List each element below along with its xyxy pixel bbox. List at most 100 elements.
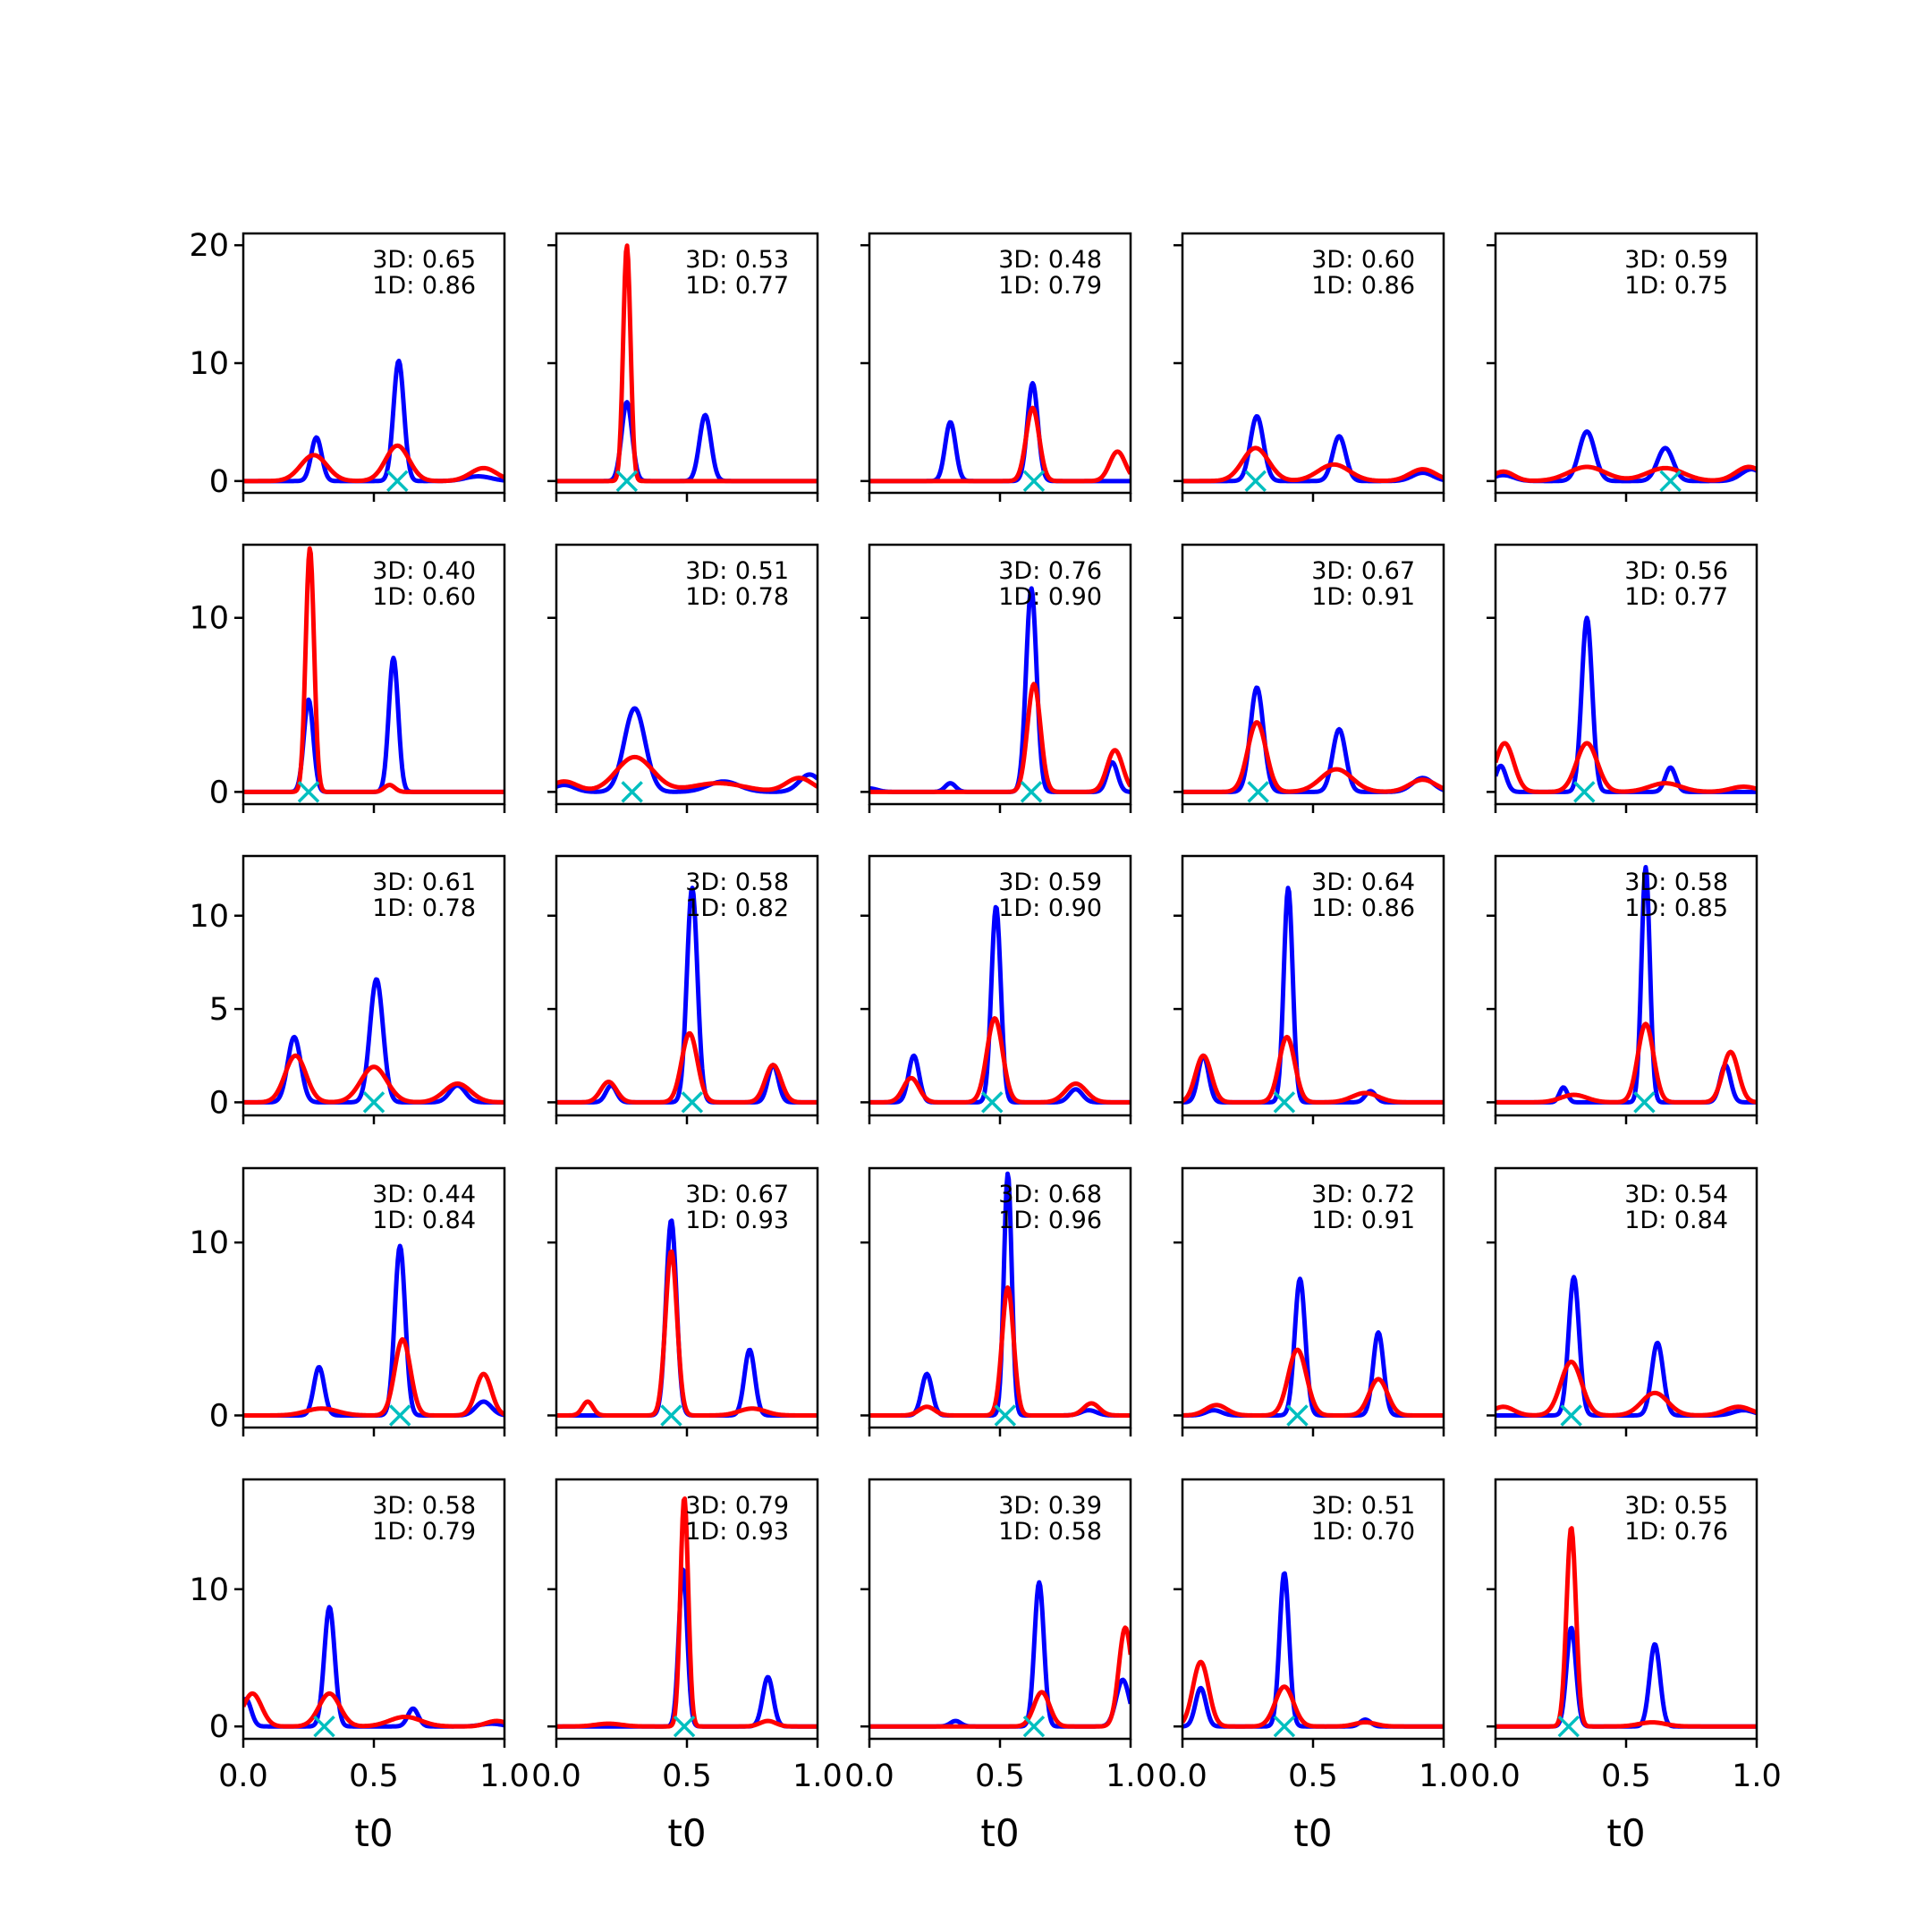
red-series-line bbox=[556, 1030, 818, 1105]
plot-area bbox=[556, 243, 818, 493]
annotation-3d: 3D: 0.51 bbox=[1311, 1492, 1415, 1520]
x-tick-label: 0.0 bbox=[531, 1758, 581, 1794]
x-marker bbox=[386, 470, 409, 493]
red-series-line bbox=[243, 1337, 504, 1418]
annotation-1d: 1D: 0.96 bbox=[998, 1207, 1102, 1234]
plot-area bbox=[1496, 1275, 1757, 1427]
x-axis-label: t0 bbox=[1606, 1811, 1645, 1855]
red-series-line bbox=[556, 243, 818, 484]
annotation-3d: 3D: 0.59 bbox=[1624, 246, 1728, 274]
annotation-3d: 3D: 0.65 bbox=[372, 246, 476, 274]
plot-area bbox=[869, 586, 1131, 803]
x-tick-label: 0.5 bbox=[975, 1758, 1025, 1794]
x-marker bbox=[388, 1404, 411, 1427]
x-marker bbox=[1244, 470, 1267, 493]
annotation-3d: 3D: 0.56 bbox=[1624, 557, 1728, 585]
annotation-3d: 3D: 0.58 bbox=[1624, 869, 1728, 896]
plot-area bbox=[1182, 413, 1444, 493]
annotation-1d: 1D: 0.77 bbox=[685, 272, 789, 300]
x-axis-label: t0 bbox=[667, 1811, 706, 1855]
x-marker-stroke-b bbox=[1022, 470, 1046, 493]
x-marker bbox=[1659, 470, 1682, 493]
annotation-3d: 3D: 0.39 bbox=[998, 1492, 1102, 1520]
annotation-1d: 1D: 0.76 bbox=[1624, 1518, 1728, 1546]
red-series-line bbox=[1496, 1526, 1757, 1729]
plot-area bbox=[869, 904, 1131, 1114]
annotation-3d: 3D: 0.72 bbox=[1311, 1181, 1415, 1208]
y-tick-label: 10 bbox=[189, 601, 229, 637]
x-marker-stroke-b bbox=[1273, 1715, 1296, 1738]
x-marker-stroke-b bbox=[681, 1091, 704, 1114]
x-axis-label: t0 bbox=[1293, 1811, 1332, 1855]
annotation-1d: 1D: 0.70 bbox=[1311, 1518, 1415, 1546]
annotation-1d: 1D: 0.86 bbox=[1311, 894, 1415, 922]
red-series-line bbox=[243, 1053, 504, 1105]
annotation-3d: 3D: 0.44 bbox=[372, 1181, 476, 1208]
x-marker bbox=[1022, 1715, 1046, 1738]
plot-area bbox=[243, 1605, 504, 1738]
red-series-line bbox=[869, 1285, 1131, 1418]
x-marker bbox=[1573, 781, 1596, 803]
x-marker-stroke-b bbox=[1560, 1404, 1582, 1427]
x-tick-label: 0.0 bbox=[1157, 1758, 1208, 1794]
x-marker bbox=[313, 1715, 335, 1738]
annotation-1d: 1D: 0.91 bbox=[1311, 1207, 1415, 1234]
x-marker bbox=[673, 1715, 696, 1738]
annotation-3d: 3D: 0.79 bbox=[685, 1492, 789, 1520]
annotation-1d: 1D: 0.93 bbox=[685, 1518, 789, 1546]
annotation-1d: 1D: 0.93 bbox=[685, 1207, 789, 1234]
y-tick-label: 5 bbox=[209, 992, 229, 1028]
annotation-1d: 1D: 0.82 bbox=[685, 894, 789, 922]
annotation-3d: 3D: 0.61 bbox=[372, 869, 476, 896]
annotation-1d: 1D: 0.77 bbox=[1624, 583, 1728, 611]
x-tick-label: 1.0 bbox=[792, 1758, 843, 1794]
x-tick-label: 0.0 bbox=[1470, 1758, 1521, 1794]
x-tick-label: 0.5 bbox=[1601, 1758, 1651, 1794]
plot-area bbox=[869, 380, 1131, 493]
x-marker bbox=[1560, 1404, 1582, 1427]
plot-area bbox=[556, 1496, 818, 1738]
red-series-line bbox=[556, 1496, 818, 1729]
x-marker-stroke-b bbox=[386, 470, 409, 493]
annotation-1d: 1D: 0.86 bbox=[1311, 272, 1415, 300]
plot-area bbox=[243, 546, 504, 803]
red-series-line bbox=[1182, 720, 1444, 794]
x-marker bbox=[1022, 470, 1046, 493]
plot-area bbox=[1182, 1276, 1444, 1427]
y-tick-label: 10 bbox=[189, 899, 229, 935]
x-marker bbox=[1286, 1404, 1309, 1427]
x-tick-label: 0.5 bbox=[662, 1758, 712, 1794]
plot-area bbox=[1496, 865, 1757, 1114]
annotation-1d: 1D: 0.78 bbox=[685, 583, 789, 611]
annotation-1d: 1D: 0.78 bbox=[372, 894, 476, 922]
annotation-1d: 1D: 0.75 bbox=[1624, 272, 1728, 300]
annotation-1d: 1D: 0.84 bbox=[1624, 1207, 1728, 1234]
plot-area bbox=[556, 1218, 818, 1427]
annotation-1d: 1D: 0.58 bbox=[998, 1518, 1102, 1546]
x-marker-stroke-b bbox=[1633, 1091, 1656, 1114]
x-marker bbox=[1557, 1715, 1580, 1738]
x-marker bbox=[660, 1404, 682, 1427]
x-marker-stroke-b bbox=[362, 1091, 386, 1114]
plot-area bbox=[1182, 685, 1444, 803]
x-marker-stroke-b bbox=[388, 1404, 411, 1427]
x-marker-stroke-b bbox=[1244, 470, 1267, 493]
y-tick-label: 10 bbox=[189, 346, 229, 382]
red-series-line bbox=[243, 443, 504, 484]
annotation-3d: 3D: 0.40 bbox=[372, 557, 476, 585]
